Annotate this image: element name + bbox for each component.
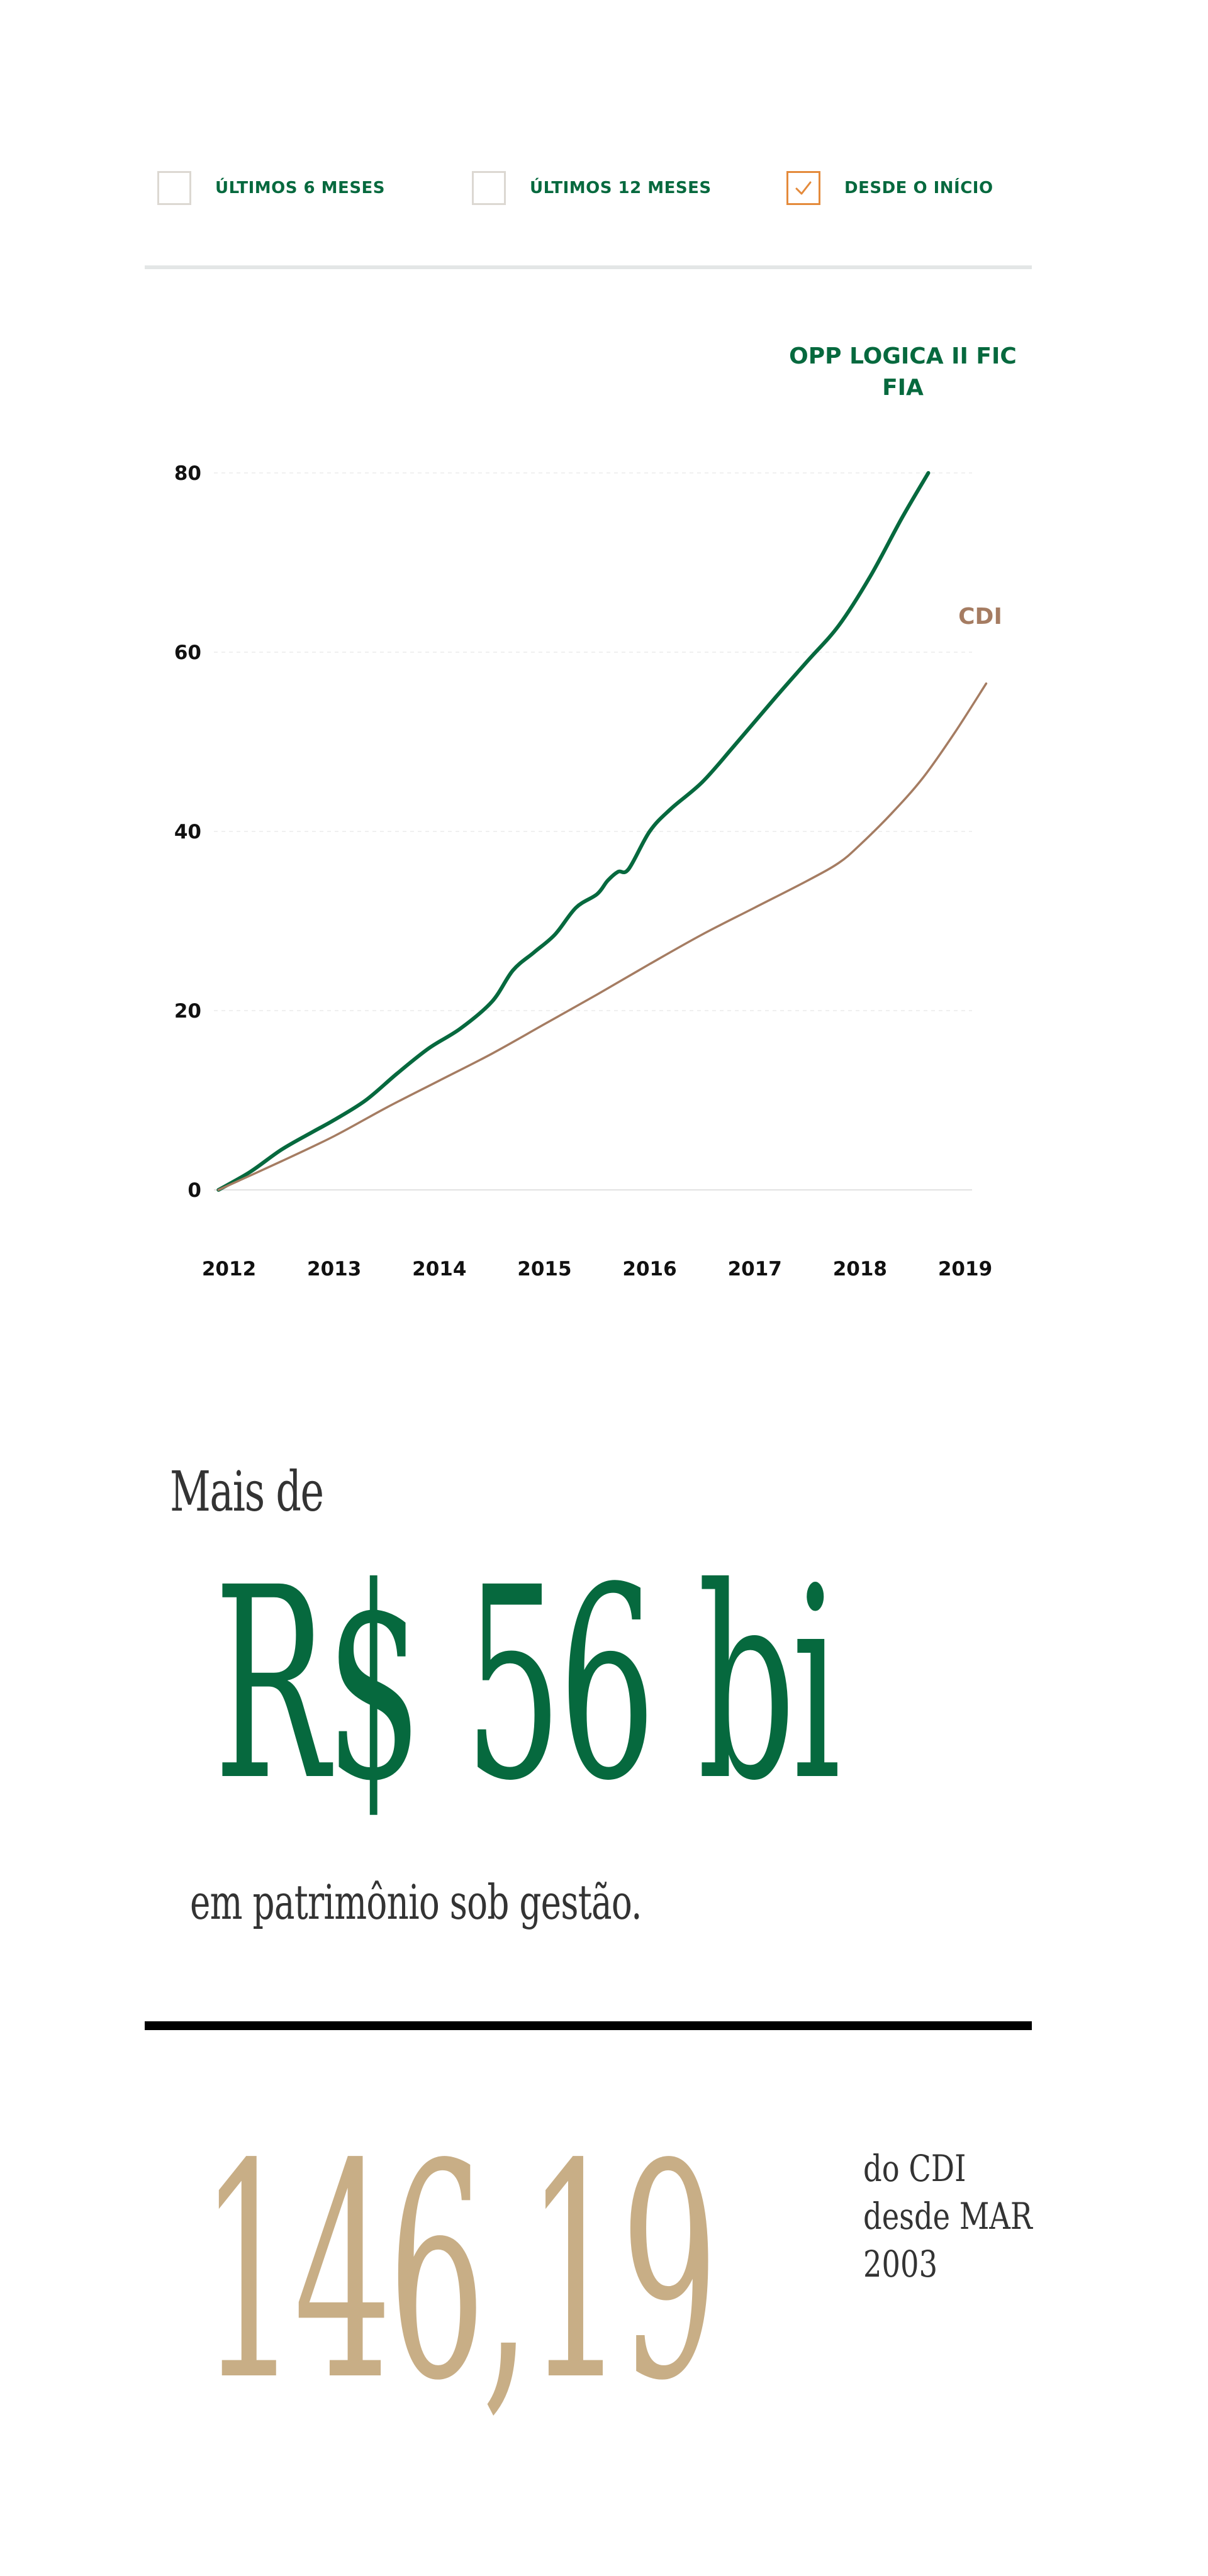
x-tick-label: 2017 xyxy=(728,1258,782,1280)
y-tick-label: 40 xyxy=(174,821,201,843)
y-axis: 0 20 40 60 80 xyxy=(174,462,201,1202)
series-line-cdi xyxy=(217,682,988,1191)
y-tick-label: 60 xyxy=(174,641,201,664)
x-axis: 2012 2013 2014 2015 2016 2017 2018 2019 xyxy=(202,1258,992,1280)
checkbox-last-6-months[interactable] xyxy=(157,171,191,205)
y-tick-label: 0 xyxy=(187,1179,201,1202)
series-labels: OPP LOGICA II FIC FIA CDI xyxy=(789,343,1017,630)
filter-divider xyxy=(145,265,1032,269)
filter-label-since-inception: DESDE O INÍCIO xyxy=(844,179,993,197)
filter-since-inception[interactable]: DESDE O INÍCIO xyxy=(786,171,993,205)
period-filters: ÚLTIMOS 6 MESES ÚLTIMOS 12 MESES DESDE O… xyxy=(145,157,1032,226)
series-label-fund-line2: FIA xyxy=(882,375,924,401)
series-line-fund xyxy=(216,471,931,1192)
aum-suffix: em patrimônio sob gestão. xyxy=(190,1874,642,1930)
x-tick-label: 2019 xyxy=(938,1258,992,1280)
x-tick-label: 2013 xyxy=(307,1258,361,1280)
checkbox-last-12-months[interactable] xyxy=(472,171,506,205)
series-layer xyxy=(216,471,988,1192)
performance-chart: 0 20 40 60 80 2012 2013 2014 2015 2016 2017 2018 20… xyxy=(0,314,1208,1346)
filter-label-last-6-months: ÚLTIMOS 6 MESES xyxy=(215,179,386,197)
checkbox-since-inception[interactable] xyxy=(786,171,820,205)
series-label-cdi: CDI xyxy=(958,604,1002,630)
filter-label-last-12-months: ÚLTIMOS 12 MESES xyxy=(530,179,712,197)
x-tick-label: 2016 xyxy=(622,1258,676,1280)
performance-value: 146,19 xyxy=(200,2101,719,2445)
filter-last-12-months[interactable]: ÚLTIMOS 12 MESES xyxy=(472,171,712,205)
x-tick-label: 2012 xyxy=(202,1258,256,1280)
x-tick-label: 2018 xyxy=(833,1258,887,1280)
x-tick-label: 2015 xyxy=(517,1258,571,1280)
checkmark-icon xyxy=(795,181,812,195)
section-divider xyxy=(145,2021,1032,2030)
y-tick-label: 20 xyxy=(174,1000,201,1023)
grid-layer xyxy=(214,472,972,1191)
filter-last-6-months[interactable]: ÚLTIMOS 6 MESES xyxy=(157,171,385,205)
x-tick-label: 2014 xyxy=(412,1258,466,1280)
y-tick-label: 80 xyxy=(174,462,201,485)
performance-caption: do CDI desde MAR 2003 xyxy=(863,2147,1032,2285)
series-label-fund-line1: OPP LOGICA II FIC xyxy=(789,343,1017,369)
aum-value: R$ 56 bi xyxy=(214,1531,841,1839)
aum-prefix: Mais de xyxy=(170,1459,324,1524)
